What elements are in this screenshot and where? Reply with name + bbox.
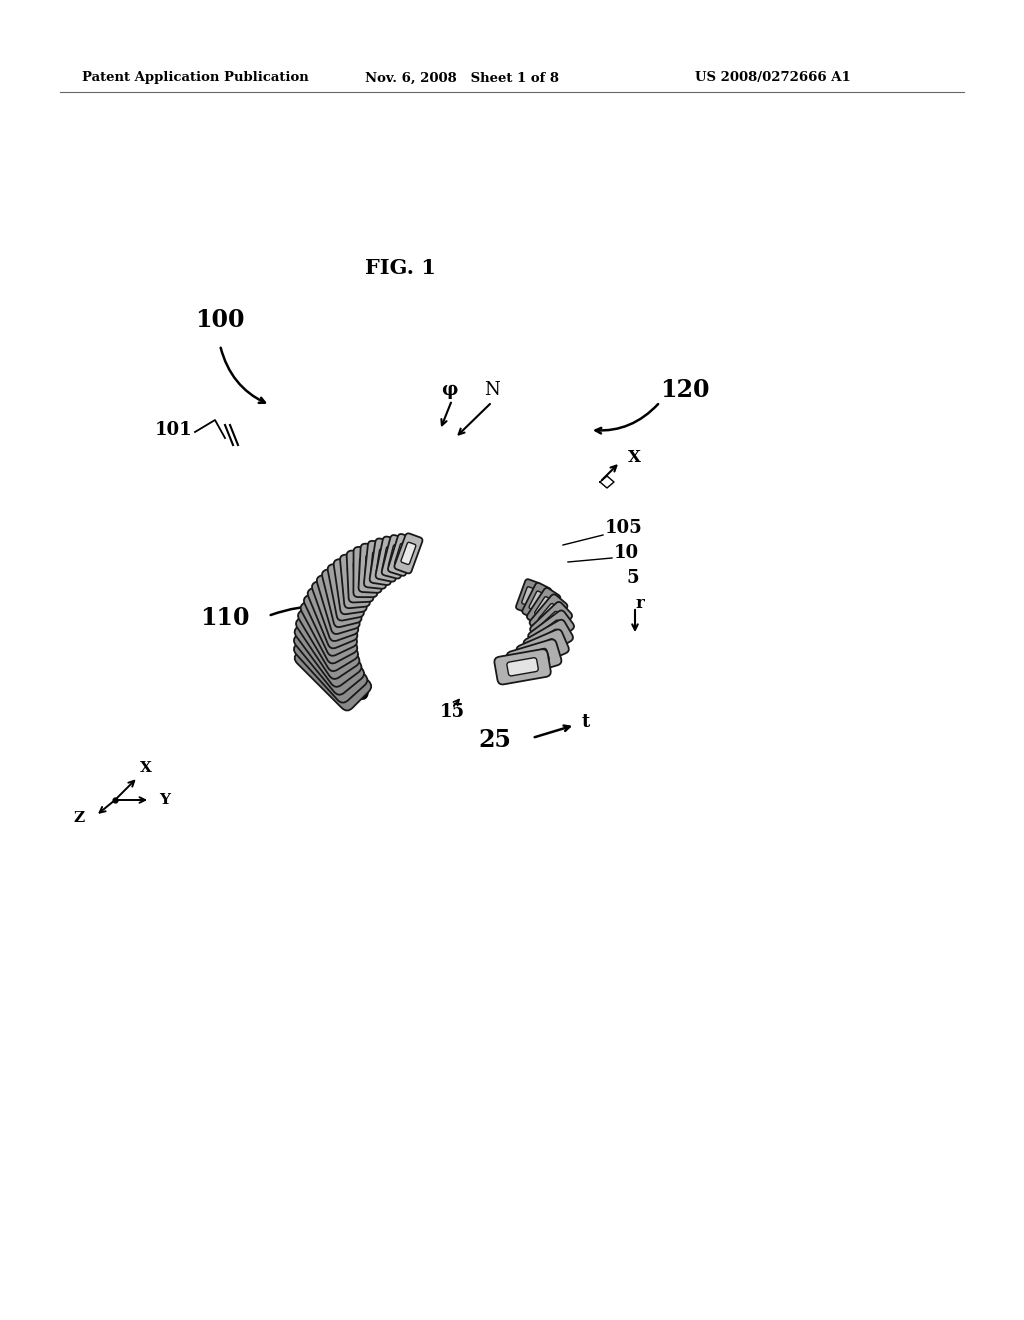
FancyBboxPatch shape <box>310 644 350 685</box>
FancyBboxPatch shape <box>337 574 355 607</box>
FancyBboxPatch shape <box>522 583 551 619</box>
Text: US 2008/0272666 A1: US 2008/0272666 A1 <box>695 71 851 84</box>
Text: N: N <box>484 381 500 399</box>
Text: 5: 5 <box>626 569 639 587</box>
FancyBboxPatch shape <box>359 558 372 586</box>
FancyBboxPatch shape <box>529 591 545 611</box>
FancyBboxPatch shape <box>294 619 365 694</box>
FancyBboxPatch shape <box>394 544 410 566</box>
FancyBboxPatch shape <box>327 585 349 620</box>
FancyBboxPatch shape <box>310 630 346 671</box>
Text: 101: 101 <box>155 421 193 440</box>
Text: 20: 20 <box>337 681 370 705</box>
FancyBboxPatch shape <box>528 610 574 652</box>
FancyBboxPatch shape <box>365 554 378 582</box>
FancyBboxPatch shape <box>294 627 368 702</box>
Text: 25: 25 <box>478 729 511 752</box>
Text: FIG. 1: FIG. 1 <box>365 257 435 279</box>
FancyBboxPatch shape <box>312 615 344 655</box>
FancyBboxPatch shape <box>328 561 364 620</box>
FancyBboxPatch shape <box>535 630 562 651</box>
Text: X: X <box>628 450 641 466</box>
FancyBboxPatch shape <box>316 570 359 634</box>
Text: r: r <box>636 594 645 611</box>
FancyBboxPatch shape <box>319 595 346 634</box>
FancyBboxPatch shape <box>516 630 569 669</box>
FancyBboxPatch shape <box>535 597 553 618</box>
FancyBboxPatch shape <box>540 611 562 634</box>
FancyBboxPatch shape <box>323 590 347 627</box>
FancyBboxPatch shape <box>528 639 557 660</box>
FancyBboxPatch shape <box>495 649 551 685</box>
FancyBboxPatch shape <box>370 539 396 585</box>
FancyBboxPatch shape <box>388 535 416 576</box>
FancyBboxPatch shape <box>353 561 367 591</box>
FancyBboxPatch shape <box>316 602 345 640</box>
FancyBboxPatch shape <box>332 579 352 614</box>
FancyBboxPatch shape <box>312 576 358 642</box>
FancyBboxPatch shape <box>310 622 345 663</box>
Text: 15: 15 <box>440 704 465 721</box>
FancyBboxPatch shape <box>507 657 539 676</box>
Text: φ: φ <box>440 381 457 399</box>
FancyBboxPatch shape <box>353 546 378 597</box>
FancyBboxPatch shape <box>388 545 402 569</box>
FancyBboxPatch shape <box>516 579 541 612</box>
FancyBboxPatch shape <box>322 565 361 627</box>
FancyBboxPatch shape <box>313 609 344 648</box>
FancyBboxPatch shape <box>347 565 362 597</box>
FancyBboxPatch shape <box>312 652 353 693</box>
Text: Nov. 6, 2008   Sheet 1 of 8: Nov. 6, 2008 Sheet 1 of 8 <box>365 71 559 84</box>
Text: Z: Z <box>73 810 84 825</box>
FancyBboxPatch shape <box>529 594 567 635</box>
FancyBboxPatch shape <box>539 620 563 643</box>
FancyBboxPatch shape <box>527 587 560 627</box>
FancyBboxPatch shape <box>522 587 535 606</box>
FancyBboxPatch shape <box>539 603 559 626</box>
FancyBboxPatch shape <box>376 549 390 574</box>
FancyBboxPatch shape <box>358 544 384 593</box>
FancyBboxPatch shape <box>295 612 361 686</box>
FancyBboxPatch shape <box>310 636 348 677</box>
FancyBboxPatch shape <box>296 606 359 678</box>
FancyBboxPatch shape <box>523 619 573 661</box>
FancyBboxPatch shape <box>340 553 370 609</box>
Text: 105: 105 <box>605 519 643 537</box>
Text: Y: Y <box>159 793 170 807</box>
Text: X: X <box>140 760 153 775</box>
FancyBboxPatch shape <box>401 543 416 565</box>
Text: Patent Application Publication: Patent Application Publication <box>82 71 309 84</box>
Text: 120: 120 <box>660 378 710 403</box>
FancyBboxPatch shape <box>304 586 357 656</box>
FancyBboxPatch shape <box>507 639 561 677</box>
FancyBboxPatch shape <box>382 535 410 578</box>
FancyBboxPatch shape <box>394 533 423 573</box>
FancyBboxPatch shape <box>295 634 372 710</box>
FancyBboxPatch shape <box>371 552 384 578</box>
Text: t: t <box>582 713 590 731</box>
FancyBboxPatch shape <box>382 546 396 572</box>
FancyBboxPatch shape <box>519 648 549 668</box>
FancyBboxPatch shape <box>347 550 374 602</box>
Text: 100: 100 <box>195 308 245 333</box>
FancyBboxPatch shape <box>530 602 572 643</box>
FancyBboxPatch shape <box>334 557 367 614</box>
Text: 10: 10 <box>614 544 639 562</box>
FancyBboxPatch shape <box>298 599 358 671</box>
FancyBboxPatch shape <box>364 541 390 589</box>
FancyBboxPatch shape <box>376 536 403 582</box>
FancyBboxPatch shape <box>301 593 357 664</box>
FancyBboxPatch shape <box>342 570 358 602</box>
FancyBboxPatch shape <box>307 581 357 648</box>
Text: 110: 110 <box>200 606 250 630</box>
